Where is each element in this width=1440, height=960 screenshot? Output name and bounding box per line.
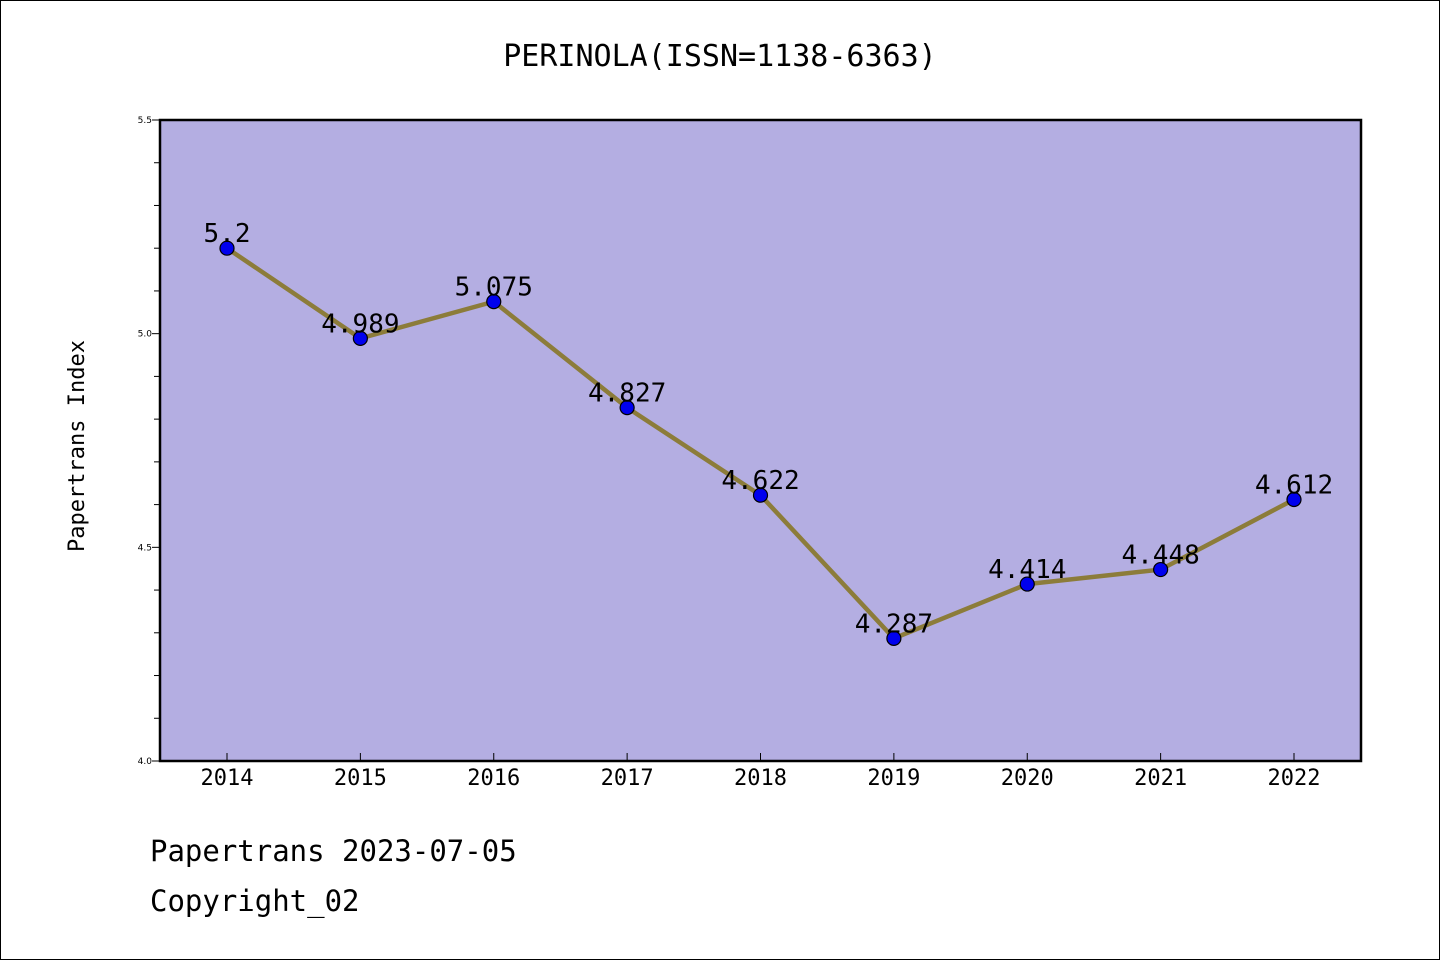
data-point — [752, 487, 769, 503]
y-tick-label: 5.5 — [138, 116, 152, 126]
footer-copyright: Copyright_02 — [150, 884, 360, 918]
data-label: 4.612 — [1255, 470, 1333, 500]
data-point — [1286, 491, 1302, 508]
data-label: 4.448 — [1121, 541, 1199, 571]
x-tick-label: 2020 — [1001, 766, 1054, 791]
x-axis-ticks: 2014 2015 2016 2017 2018 2019 2020 2021 2022 — [201, 753, 1321, 791]
x-tick-label: 2022 — [1268, 766, 1321, 791]
data-label: 5.2 — [204, 219, 251, 249]
y-tick-label: 5.0 — [138, 330, 153, 340]
data-point — [486, 294, 502, 310]
data-label: 5.075 — [455, 273, 533, 303]
y-axis-label: Papertrans Index — [65, 340, 90, 552]
plot-border — [158, 118, 1363, 763]
data-label: 4.989 — [321, 309, 399, 339]
data-point — [619, 399, 635, 416]
chart-title: PERINOLA(ISSN=1138-6363) — [503, 39, 936, 74]
x-tick-label: 2015 — [334, 766, 387, 791]
data-point — [219, 240, 235, 256]
data-label: 4.414 — [988, 555, 1066, 585]
y-tick-label: 4.5 — [138, 543, 152, 553]
data-label: 4.827 — [588, 379, 666, 409]
x-tick-label: 2021 — [1134, 766, 1187, 791]
data-point — [1153, 561, 1169, 578]
x-tick-label: 2019 — [867, 766, 920, 791]
data-label: 4.287 — [855, 609, 933, 639]
data-label-group: 5.2 4.989 5.075 4.827 4.622 4.287 4.414 4.448 4.… — [204, 219, 1334, 639]
plot-area — [160, 120, 1361, 761]
data-label: 4.622 — [721, 466, 799, 496]
data-point — [1019, 576, 1035, 592]
data-point — [886, 630, 902, 646]
footer-date: Papertrans 2023-07-05 — [150, 834, 517, 868]
x-tick-label: 2014 — [201, 766, 254, 791]
y-axis-ticks: 4.0 4.5 5.0 5.5 — [138, 116, 160, 767]
x-tick-label: 2018 — [734, 766, 787, 791]
y-tick-label: 4.0 — [138, 757, 153, 767]
x-tick-label: 2017 — [601, 766, 654, 791]
x-tick-label: 2016 — [467, 766, 520, 791]
marker-group — [219, 240, 1302, 646]
data-point — [352, 330, 368, 346]
